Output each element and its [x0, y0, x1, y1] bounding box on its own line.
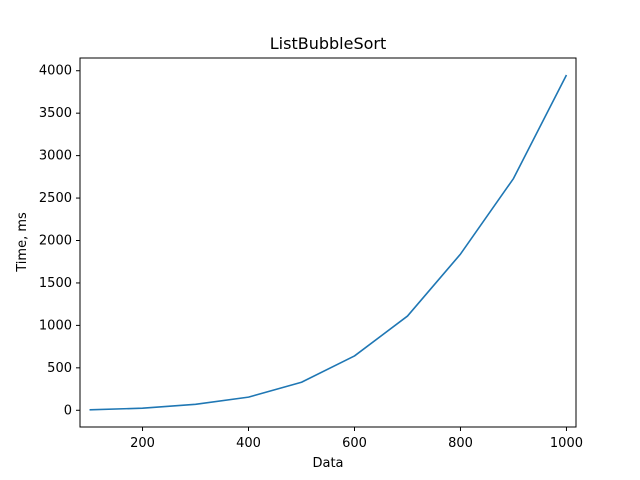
x-tick-label: 200: [130, 436, 155, 451]
x-tick-label: 800: [448, 436, 473, 451]
y-tick-label: 0: [64, 403, 72, 418]
plot-area: [79, 57, 577, 428]
y-axis-ticks: 0 500 1000 1500 2000 2500 3000 3500 4000: [39, 64, 80, 418]
x-tick-label: 600: [342, 436, 367, 451]
y-tick-label: 500: [47, 361, 72, 376]
y-tick-label: 1000: [39, 318, 72, 333]
series-layer: [89, 74, 568, 411]
y-tick-label: 4000: [39, 64, 72, 79]
x-axis-ticks: 200 400 600 800 1000: [130, 427, 583, 451]
y-tick-label: 3500: [39, 106, 72, 121]
y-axis-label: Time, ms: [15, 212, 30, 273]
x-tick-label: 400: [236, 436, 261, 451]
x-axis-label: Data: [312, 456, 343, 471]
y-tick-label: 1500: [39, 276, 72, 291]
y-tick-label: 3000: [39, 149, 72, 164]
y-tick-label: 2500: [39, 191, 72, 206]
chart-title: ListBubbleSort: [270, 34, 386, 53]
series-line-0: [89, 74, 568, 411]
y-tick-label: 2000: [39, 234, 72, 249]
x-tick-label: 1000: [550, 436, 583, 451]
